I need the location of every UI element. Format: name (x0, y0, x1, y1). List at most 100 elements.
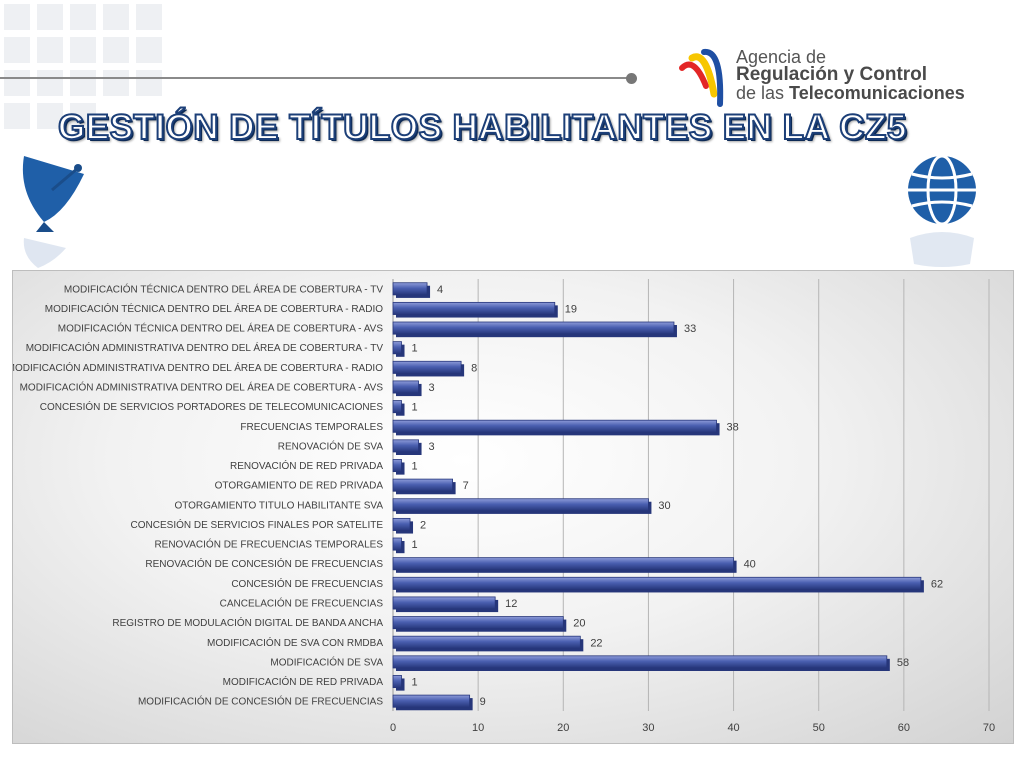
category-label: REGISTRO DE MODULACIÓN DIGITAL DE BANDA … (112, 616, 383, 629)
background-square (136, 37, 162, 63)
bar (392, 596, 496, 610)
category-label: RENOVACIÓN DE CONCESIÓN DE FRECUENCIAS (145, 557, 383, 570)
bar (392, 282, 428, 296)
x-tick-label: 0 (390, 722, 396, 734)
header-divider-line (0, 77, 632, 79)
category-label: MODIFICACIÓN TÉCNICA DENTRO DEL ÁREA DE … (58, 322, 384, 335)
bar (392, 341, 402, 355)
background-squares (0, 0, 170, 140)
bar (392, 459, 402, 473)
bar (392, 380, 419, 394)
bar (392, 301, 556, 315)
background-square (37, 4, 63, 30)
data-label: 7 (463, 480, 469, 492)
x-tick-label: 20 (557, 722, 569, 734)
background-square (4, 4, 30, 30)
x-tick-label: 70 (983, 722, 995, 734)
bar-chart: 0 10 20 30 40 50 60 70 MODIFICACIÓN TÉCNICA DENT… (13, 279, 995, 734)
page-title: GESTIÓN DE TÍTULOS HABILITANTES EN LA CZ… (57, 107, 907, 148)
category-label: MODIFICACIÓN DE SVA (270, 655, 383, 668)
bar (392, 655, 888, 669)
data-label: 8 (471, 362, 477, 374)
satellite-dish-icon (22, 156, 84, 268)
category-label: MODIFICACIÓN DE RED PRIVADA (223, 675, 384, 688)
bar (392, 419, 717, 433)
background-square (136, 70, 162, 96)
background-square (103, 4, 129, 30)
background-square (37, 70, 63, 96)
x-tick-label: 30 (642, 722, 654, 734)
data-label: 20 (573, 618, 585, 630)
agency-logo-text: Agencia de Regulación y Control de las T… (736, 48, 965, 102)
data-label: 3 (429, 441, 435, 453)
x-tick-label: 50 (813, 722, 825, 734)
x-tick-label: 60 (898, 722, 910, 734)
category-label: RENOVACIÓN DE FRECUENCIAS TEMPORALES (154, 538, 383, 551)
background-square (4, 103, 30, 129)
chart-panel: 0 10 20 30 40 50 60 70 MODIFICACIÓN TÉCNICA DENT… (12, 270, 1014, 744)
bar (392, 498, 649, 512)
background-square (103, 70, 129, 96)
agency-logo: Agencia de Regulación y Control de las T… (676, 46, 976, 110)
category-label: MODIFICACIÓN DE CONCESIÓN DE FRECUENCIAS (138, 695, 383, 708)
data-label: 1 (412, 539, 418, 551)
data-label: 40 (744, 559, 756, 571)
category-label: OTORGAMIENTO DE RED PRIVADA (215, 481, 384, 492)
data-label: 19 (565, 303, 577, 315)
data-label: 30 (658, 500, 670, 512)
x-tick-label: 10 (472, 722, 484, 734)
logo-line-2: Regulación y Control (736, 64, 928, 85)
category-label: MODIFICACIÓN TÉCNICA DENTRO DEL ÁREA DE … (45, 302, 383, 315)
background-square (4, 70, 30, 96)
data-label: 1 (412, 677, 418, 689)
data-label: 1 (412, 461, 418, 473)
background-square (103, 37, 129, 63)
background-square (4, 37, 30, 63)
data-label: 3 (429, 382, 435, 394)
bar (392, 635, 581, 649)
header-divider-dot (626, 73, 637, 84)
category-label: OTORGAMIENTO TITULO HABILITANTE SVA (174, 500, 383, 511)
background-square (136, 4, 162, 30)
background-square (70, 4, 96, 30)
data-label: 58 (897, 657, 909, 669)
data-label: 22 (590, 637, 602, 649)
bar (392, 537, 402, 551)
category-label: RENOVACIÓN DE RED PRIVADA (230, 459, 383, 472)
data-label: 9 (480, 696, 486, 708)
bar (392, 557, 734, 571)
background-square (70, 103, 96, 129)
data-label: 4 (437, 284, 443, 296)
category-label: MODIFICACIÓN ADMINISTRATIVA DENTRO DEL Á… (13, 361, 383, 374)
bar (392, 321, 675, 335)
data-label: 62 (931, 578, 943, 590)
bar (392, 360, 462, 374)
background-square (70, 37, 96, 63)
category-label: CONCESIÓN DE FRECUENCIAS (231, 577, 383, 590)
data-label: 38 (727, 421, 739, 433)
data-label: 33 (684, 323, 696, 335)
category-label: MODIFICACIÓN ADMINISTRATIVA DENTRO DEL Á… (20, 381, 384, 394)
data-label: 2 (420, 519, 426, 531)
logo-line-1: Agencia de (736, 47, 827, 67)
logo-line-3-bold: Telecomunicaciones (789, 83, 965, 103)
background-square (37, 37, 63, 63)
bar (392, 400, 402, 414)
data-label: 12 (505, 598, 517, 610)
agency-logo-mark-icon (679, 49, 724, 107)
bar (392, 439, 419, 453)
category-label: MODIFICACIÓN TÉCNICA DENTRO DEL ÁREA DE … (64, 282, 383, 295)
bar (392, 576, 922, 590)
category-label: FRECUENCIAS TEMPORALES (240, 422, 383, 433)
category-label: MODIFICACIÓN ADMINISTRATIVA DENTRO DEL Á… (26, 341, 384, 354)
background-square (70, 70, 96, 96)
bar (392, 694, 471, 708)
globe-icon (908, 154, 976, 267)
bar (392, 675, 402, 689)
category-label: RENOVACIÓN DE SVA (278, 439, 384, 452)
bar (392, 616, 564, 630)
category-label: CANCELACIÓN DE FRECUENCIAS (220, 597, 384, 610)
data-label: 1 (412, 343, 418, 355)
logo-line-3-prefix: de las (736, 83, 790, 103)
category-label: CONCESIÓN DE SERVICIOS FINALES POR SATEL… (131, 518, 384, 531)
